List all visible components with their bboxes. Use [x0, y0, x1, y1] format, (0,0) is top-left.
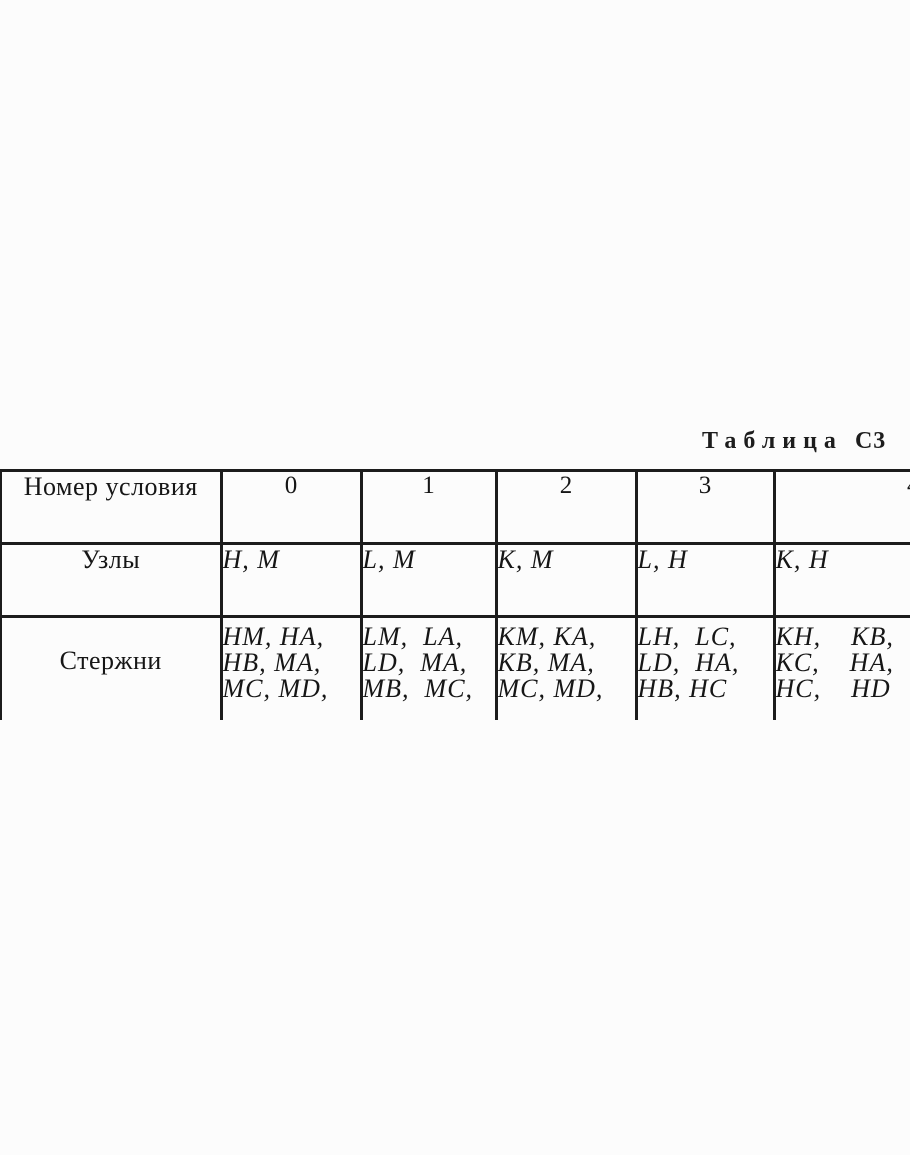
nodes-cell-0: H, M — [219, 543, 361, 618]
conditions-table-wrap: Номер условия 0 1 2 3 4 Узлы H, M L, M K… — [0, 469, 910, 731]
nodes-cell-1: L, M — [359, 543, 496, 618]
nodes-cell-2: K, M — [494, 543, 636, 618]
table-title: Таблица С3 — [702, 428, 886, 455]
header-cell-1: 1 — [359, 470, 496, 545]
conditions-table: Номер условия 0 1 2 3 4 Узлы H, M L, M K… — [0, 469, 910, 720]
rods-cell-4: KH, KB, KC, HA, HC, HD — [772, 616, 910, 720]
nodes-row-label: Узлы — [1, 543, 221, 618]
header-label: Номер условия — [1, 470, 221, 545]
rods-cell-1: LM, LA, LD, MA, MB, MC, — [359, 616, 496, 720]
nodes-row: Узлы H, M L, M K, M L, H K, H — [1, 543, 910, 618]
nodes-cell-4: K, H — [772, 543, 910, 618]
rods-cell-0: HM, HA, HB, MA, MC, MD, — [219, 616, 361, 720]
header-cell-2: 2 — [494, 470, 636, 545]
header-row: Номер условия 0 1 2 3 4 — [1, 470, 910, 545]
nodes-cell-3: L, H — [634, 543, 774, 618]
header-cell-4: 4 — [772, 470, 910, 545]
rods-row: Стержни HM, HA, HB, MA, MC, MD, LM, LA, … — [1, 616, 910, 720]
rods-row-label: Стержни — [59, 646, 162, 675]
header-cell-0: 0 — [219, 470, 361, 545]
header-cell-3: 3 — [634, 470, 774, 545]
table-title-word: Таблица — [702, 428, 843, 454]
rods-cell-3: LH, LC, LD, HA, HB, HC — [634, 616, 774, 720]
rods-cell-2: KM, KA, KB, MA, MC, MD, — [494, 616, 636, 720]
table-title-number: С3 — [854, 428, 887, 454]
